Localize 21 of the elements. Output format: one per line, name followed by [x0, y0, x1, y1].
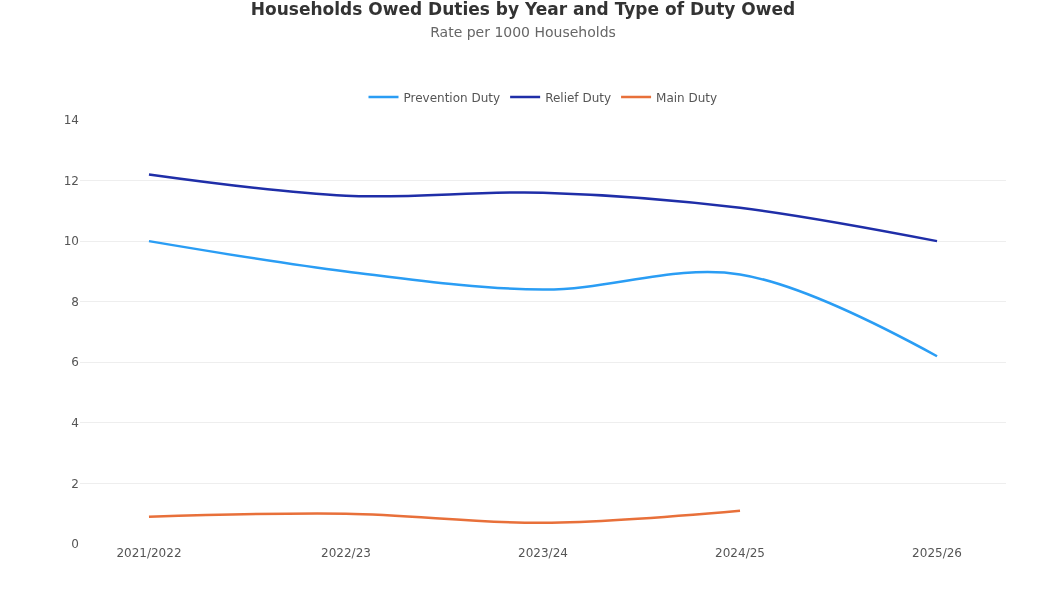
x-tick-label: 2025/26 — [912, 546, 962, 560]
line-series — [147, 173, 939, 243]
y-tick-label: 2 — [71, 476, 79, 491]
chart-title: Households Owed Duties by Year and Type of Duty Owed — [250, 0, 796, 19]
y-tick-label: 10 — [63, 234, 79, 249]
chart-subtitle: Rate per 1000 Households — [430, 23, 616, 40]
y-tick-label: 8 — [71, 294, 79, 309]
y-tick-label: 14 — [63, 113, 79, 128]
x-tick-label: 2021/2022 — [116, 546, 182, 560]
x-tick-label: 2023/24 — [518, 546, 568, 560]
line-series — [147, 509, 742, 525]
line-series — [147, 239, 939, 358]
x-tick-label: 2024/25 — [715, 546, 765, 560]
y-tick-label: 12 — [63, 173, 79, 188]
x-tick-label: 2022/23 — [321, 546, 371, 560]
y-tick-label: 6 — [71, 355, 79, 370]
y-tick-label: 0 — [71, 537, 79, 552]
legend-label: Prevention Duty — [403, 90, 501, 105]
legend-label: Relief Duty — [545, 90, 612, 105]
legend-label: Main Duty — [656, 90, 718, 105]
y-tick-label: 4 — [71, 416, 79, 431]
